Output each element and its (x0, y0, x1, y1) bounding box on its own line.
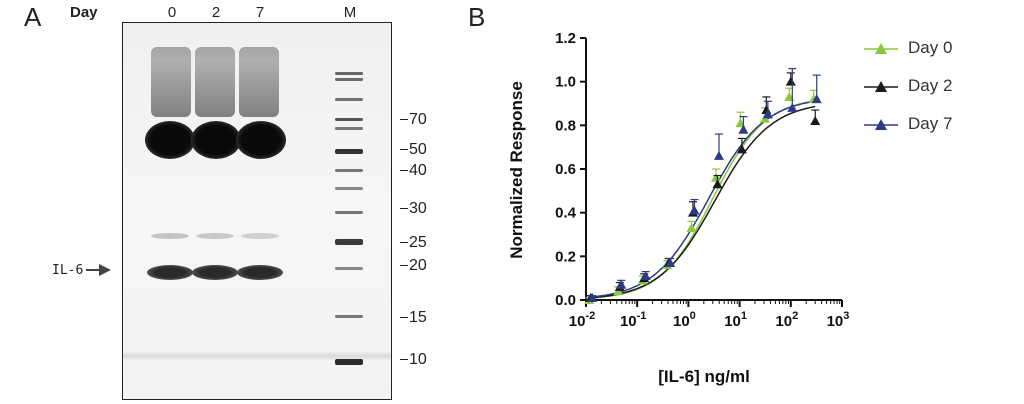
data-point (665, 257, 676, 267)
data-point (710, 172, 721, 182)
y-tick-label: 0.8 (555, 117, 576, 134)
ladder-band (335, 211, 363, 214)
lane-7-il6-band (237, 265, 283, 280)
legend-marker (864, 43, 898, 54)
x-axis-label: [IL-6] ng/ml (658, 367, 750, 386)
data-point (810, 115, 821, 125)
lane-2-main-band (191, 121, 241, 159)
fit-curve-0 (588, 100, 816, 300)
x-tick-label: 102 (775, 310, 798, 330)
gel-image (122, 22, 392, 400)
lane-2-smear (195, 47, 235, 117)
ladder-band (335, 118, 363, 121)
y-axis-label: Normalized Response (507, 81, 526, 259)
x-tick-label: 101 (724, 310, 747, 330)
arrow-right-icon (86, 264, 111, 276)
lane-label-marker: M (343, 4, 357, 21)
data-point (762, 109, 773, 119)
lane-7-faint-band (241, 233, 279, 239)
ladder-band (335, 72, 363, 75)
ladder-band (335, 169, 363, 172)
ladder-band (335, 98, 363, 101)
x-tick-label: 100 (673, 310, 696, 330)
x-tick-label: 10-1 (620, 310, 646, 330)
ladder-band (335, 359, 363, 365)
ladder-band (335, 267, 363, 270)
lane-label-day7: 7 (255, 4, 265, 21)
mw-label-40: 40 (400, 162, 427, 180)
mw-label-30: 30 (400, 200, 427, 218)
ladder-band (335, 315, 363, 318)
lane-7-smear (239, 47, 279, 117)
lane-0-main-band (145, 121, 195, 159)
y-tick-label: 0.6 (555, 161, 576, 178)
y-tick-label: 0.0 (555, 292, 576, 309)
lane-7-main-band (236, 121, 286, 159)
lane-2-faint-band (196, 233, 234, 239)
lane-0-smear (151, 47, 191, 117)
data-point (713, 150, 724, 160)
data-point (785, 76, 796, 86)
data-point (811, 94, 822, 104)
data-point (738, 124, 749, 134)
lane-0-faint-band (151, 233, 189, 239)
data-point (640, 270, 651, 280)
mw-label-25: 25 (400, 234, 427, 252)
lane-label-day2: 2 (211, 4, 221, 21)
legend-label: Day 0 (908, 38, 953, 57)
y-tick-label: 1.0 (555, 74, 576, 91)
mw-label-70: 70 (400, 111, 427, 129)
fit-curve-1 (588, 105, 816, 299)
data-point (616, 279, 627, 289)
dye-front (123, 351, 391, 361)
legend-marker (864, 81, 898, 92)
ladder-band (335, 78, 363, 81)
dose-response-chart: Normalized Response [IL-6] ng/ml 0.0 0.2 0… (507, 30, 850, 386)
mw-label-15: 15 (400, 309, 427, 327)
data-point (686, 222, 697, 232)
panel-b-label: B (468, 2, 486, 32)
day-header: Day (70, 4, 98, 21)
y-tick-label: 1.2 (555, 30, 576, 47)
y-tick-label: 0.4 (555, 205, 577, 222)
data-point (689, 205, 700, 215)
mw-label-10: 10 (400, 351, 427, 369)
ladder-band (335, 239, 363, 245)
y-tick-label: 0.2 (555, 248, 576, 265)
legend-label: Day 7 (908, 114, 953, 133)
data-point (787, 102, 798, 112)
legend-marker (864, 119, 898, 130)
ladder-band (335, 187, 363, 190)
data-point (587, 292, 598, 302)
data-point (736, 144, 747, 154)
ladder-band (335, 127, 363, 130)
ladder-band (335, 149, 363, 154)
mw-label-50: 50 (400, 141, 427, 159)
il6-label: IL-6 (52, 263, 84, 278)
panel-a-label: A (24, 2, 42, 32)
lane-2-il6-band (192, 265, 238, 280)
fit-curve-2 (588, 100, 816, 299)
x-tick-label: 10-2 (569, 310, 595, 330)
data-point (712, 179, 723, 189)
legend-label: Day 2 (908, 76, 953, 95)
x-tick-label: 103 (827, 310, 850, 330)
lane-label-day0: 0 (167, 4, 177, 21)
mw-label-20: 20 (400, 257, 427, 275)
lane-0-il6-band (147, 265, 193, 280)
